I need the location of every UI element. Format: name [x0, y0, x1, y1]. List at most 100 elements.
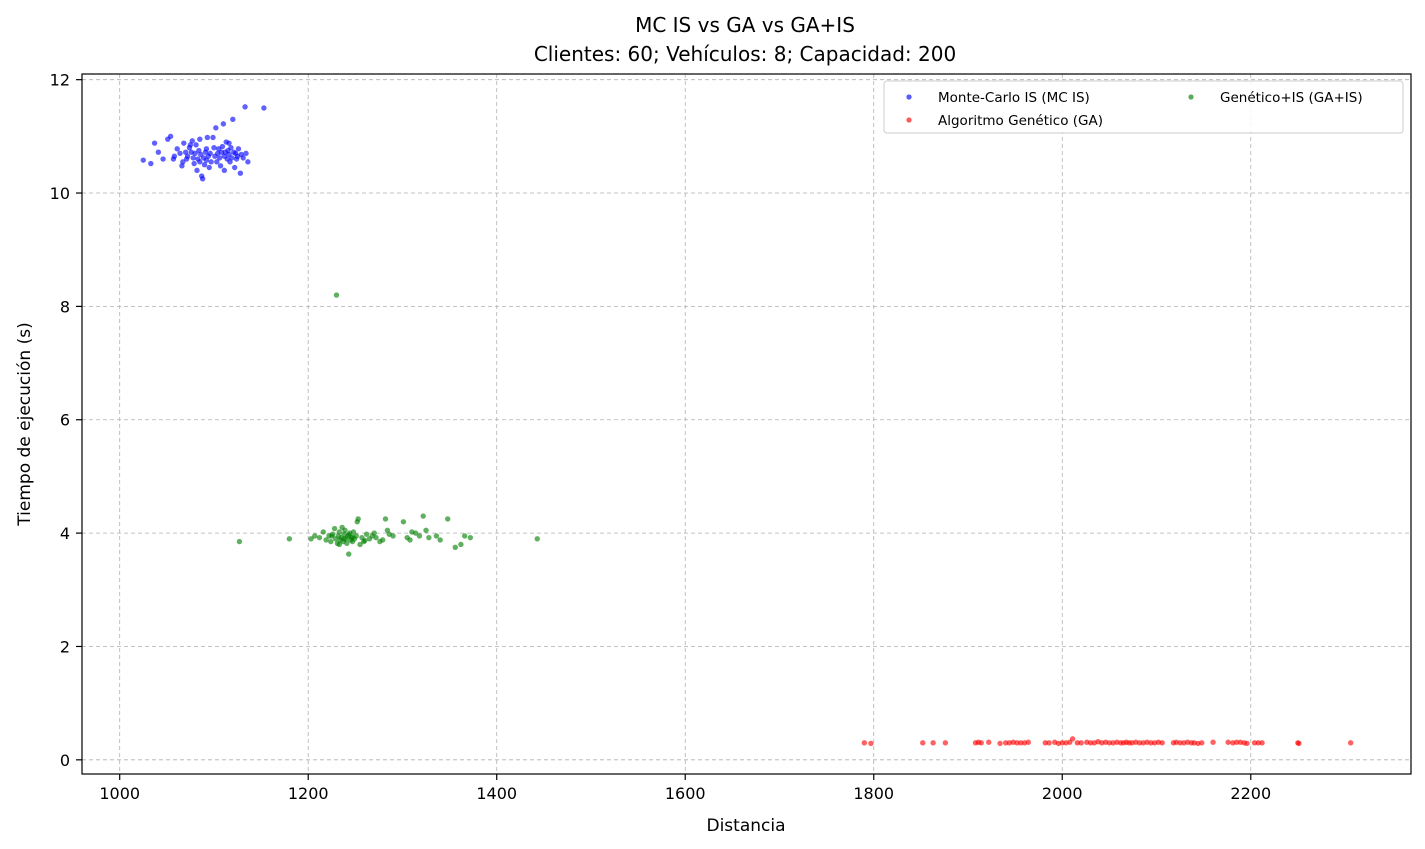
scatter-point [445, 516, 451, 522]
scatter-point [1087, 740, 1094, 746]
legend: Monte-Carlo IS (MC IS) Algoritmo Genétic… [883, 80, 1404, 134]
scatter-point [235, 146, 242, 152]
scatter-point [379, 537, 386, 543]
scatter-point [231, 164, 238, 171]
scatter-point [177, 150, 183, 157]
scatter-point [400, 519, 407, 525]
scatter-point [140, 157, 146, 163]
scatter-point [1069, 736, 1076, 742]
scatter-point [420, 513, 426, 519]
scatter-point [355, 516, 361, 522]
scatter-point [329, 533, 335, 539]
legend-label-ga: Algoritmo Genético (GA) [938, 113, 1103, 129]
scatter-point [1244, 740, 1250, 747]
scatter-point [201, 161, 208, 168]
scatter-point [978, 740, 984, 746]
scatter-point [323, 537, 329, 543]
scatter-point [1078, 740, 1084, 746]
scatter-point [312, 533, 318, 539]
y-axis-label: Tiempo de ejecución (s) [15, 322, 35, 526]
scatter-point [320, 529, 326, 535]
scatter-point [342, 527, 348, 533]
scatter-point [390, 533, 396, 539]
scatter-point [1014, 740, 1020, 746]
scatter-point [868, 740, 874, 747]
scatter-point [183, 156, 190, 162]
scatter-point [220, 121, 227, 127]
scatter-point [350, 529, 357, 535]
scatter-point [349, 534, 356, 540]
scatter-point [191, 160, 197, 167]
scatter-point [333, 292, 340, 298]
x-tick-label: 2200 [1230, 784, 1271, 803]
scatter-point [210, 134, 216, 141]
scatter-point [1159, 740, 1165, 746]
scatter-point [461, 533, 468, 539]
x-tick-label: 1600 [665, 784, 706, 803]
x-tick-label: 1200 [288, 784, 329, 803]
scatter-point [1199, 740, 1205, 746]
scatter-point [467, 534, 474, 541]
legend-marker-ga-is [1188, 94, 1194, 100]
scatter-point [181, 140, 187, 146]
scatter-point [217, 163, 224, 169]
scatter-point [286, 536, 293, 542]
y-tick-label: 2 [60, 637, 70, 656]
scatter-point [423, 527, 429, 533]
scatter-point [1259, 740, 1265, 746]
scatter-point [341, 536, 347, 542]
scatter-point [160, 156, 166, 162]
scatter-point [199, 176, 206, 182]
scatter-point [371, 530, 377, 536]
scatter-point [1042, 740, 1048, 746]
scatter-point [194, 167, 200, 174]
x-tick-label: 1400 [476, 784, 517, 803]
scatter-point [171, 153, 178, 159]
scatter-point [1233, 739, 1240, 745]
scatter-point [1106, 740, 1113, 746]
grid-lines [82, 74, 1411, 774]
series-0 [140, 104, 267, 182]
scatter-point [363, 531, 370, 537]
scatter-point [433, 533, 440, 539]
scatter-point [412, 530, 419, 536]
y-tick-label: 6 [60, 411, 70, 430]
scatter-point [1255, 740, 1262, 746]
scatter-point [997, 740, 1003, 747]
scatter-point [308, 536, 314, 542]
scatter-point [1025, 739, 1032, 745]
scatter-point [336, 541, 343, 548]
y-tick-label: 4 [60, 524, 70, 543]
legend-marker-ga [906, 117, 912, 123]
y-tick-label: 12 [50, 71, 70, 90]
scatter-point [203, 146, 210, 152]
scatter-point [452, 544, 458, 550]
scatter-point [167, 133, 174, 140]
y-axis: 0 2 4 6 8 10 12 [50, 71, 82, 770]
scatter-point [373, 534, 379, 541]
scatter-point [148, 160, 154, 167]
scatter-point [240, 155, 246, 161]
scatter-point [236, 538, 243, 545]
scatter-point [362, 537, 368, 544]
scatter-point [1251, 740, 1258, 746]
scatter-point [1210, 739, 1216, 745]
scatter-point [207, 150, 213, 157]
series-1 [861, 736, 1354, 747]
x-tick-label: 1000 [99, 784, 140, 803]
scatter-point [237, 170, 244, 176]
chart-title: MC IS vs GA vs GA+IS [635, 13, 855, 37]
scatter-point [193, 142, 199, 148]
scatter-point [242, 104, 248, 110]
scatter-point [407, 537, 413, 543]
scatter-point [920, 740, 926, 746]
scatter-point [204, 134, 211, 141]
scatter-point [986, 739, 992, 745]
scatter-point [155, 149, 162, 155]
scatter-point [336, 529, 343, 535]
scatter-point [219, 143, 226, 150]
scatter-point [216, 155, 223, 161]
scatter-point [226, 140, 232, 146]
chart-subtitle: Clientes: 60; Vehículos: 8; Capacidad: 2… [534, 42, 956, 66]
